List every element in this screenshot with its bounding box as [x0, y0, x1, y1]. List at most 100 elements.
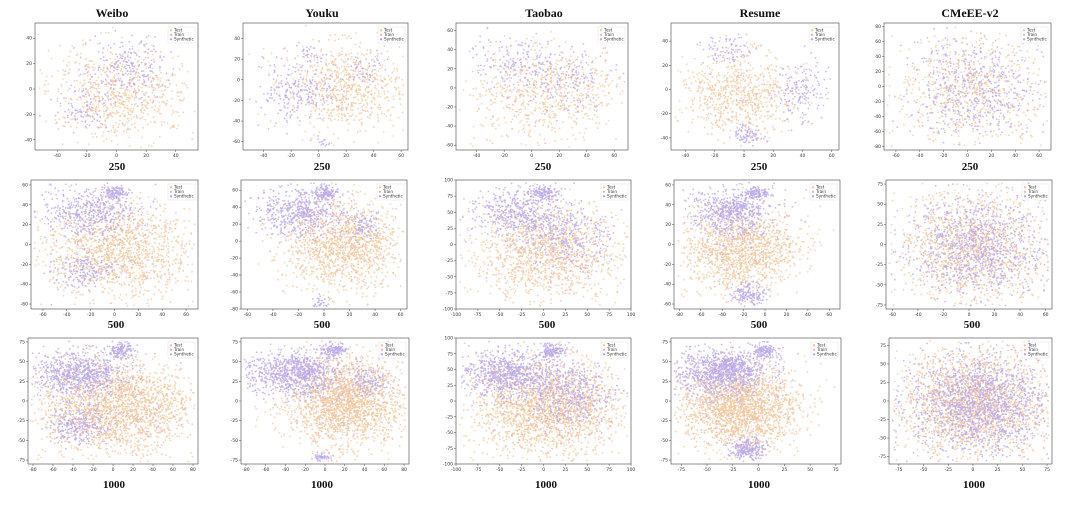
synthetic-point	[127, 64, 129, 67]
synthetic-point	[85, 68, 88, 70]
synthetic-point	[144, 84, 147, 87]
synthetic-point	[730, 48, 733, 51]
test-point	[610, 98, 613, 100]
test-point	[115, 94, 117, 97]
test-point	[374, 78, 376, 80]
synthetic-point	[294, 70, 297, 73]
test-point	[731, 102, 734, 105]
test-point	[542, 124, 544, 127]
test-point	[586, 114, 589, 117]
test-point	[899, 94, 902, 96]
synthetic-point	[505, 70, 507, 73]
test-point	[1011, 131, 1014, 134]
test-point	[92, 136, 94, 139]
test-point	[755, 119, 757, 121]
train-point	[163, 89, 166, 92]
test-point	[957, 135, 960, 138]
test-point	[1018, 45, 1021, 48]
test-point	[399, 98, 401, 101]
test-point	[739, 61, 742, 64]
test-point	[97, 85, 100, 88]
test-point	[1013, 48, 1015, 51]
test-point	[746, 46, 749, 49]
synthetic-point	[575, 66, 578, 69]
train-point	[741, 101, 744, 104]
test-point	[58, 118, 61, 120]
test-point	[554, 130, 557, 133]
test-point	[732, 79, 735, 82]
synthetic-point	[794, 83, 797, 86]
train-point	[688, 87, 690, 89]
y-tick-label: -40	[661, 135, 668, 141]
test-point	[308, 78, 311, 81]
test-point	[340, 102, 342, 104]
test-point	[1003, 118, 1005, 120]
test-point	[765, 55, 767, 57]
test-point	[93, 113, 96, 115]
synthetic-point	[270, 92, 273, 95]
y-tick-label: 0	[237, 77, 240, 83]
test-point	[958, 53, 960, 56]
train-point	[313, 97, 316, 100]
test-point	[118, 91, 120, 94]
train-point	[343, 65, 346, 68]
test-point	[1035, 114, 1037, 117]
test-point	[320, 87, 323, 90]
synthetic-point	[520, 44, 523, 47]
test-point	[730, 121, 733, 124]
test-point	[570, 117, 573, 119]
test-point	[111, 111, 114, 114]
synthetic-point	[136, 68, 139, 71]
test-point	[73, 86, 76, 89]
test-point	[888, 73, 890, 76]
test-point	[706, 87, 709, 90]
train-point	[556, 80, 559, 83]
test-point	[145, 92, 148, 95]
test-point	[161, 89, 163, 92]
test-point	[1008, 75, 1011, 77]
synthetic-point	[262, 57, 265, 59]
test-point	[755, 79, 758, 81]
test-point	[64, 117, 66, 119]
synthetic-point	[130, 85, 133, 88]
test-point	[604, 94, 607, 97]
test-point	[723, 121, 726, 124]
train-point	[527, 86, 530, 89]
test-point	[986, 103, 989, 105]
test-point	[539, 102, 542, 105]
test-point	[352, 105, 354, 108]
test-point	[946, 46, 949, 49]
x-tick-label: -20	[500, 153, 507, 159]
synthetic-point	[101, 52, 104, 54]
train-point	[519, 121, 521, 124]
test-point	[566, 138, 569, 141]
synthetic-point	[131, 34, 133, 37]
synthetic-point	[787, 77, 789, 80]
test-point	[689, 89, 692, 92]
scatter-points	[37, 26, 196, 149]
synthetic-point	[125, 67, 127, 70]
y-tick-label: -80	[874, 144, 881, 150]
test-point	[65, 81, 68, 84]
test-point	[1005, 95, 1008, 98]
test-point	[356, 52, 359, 55]
test-point	[600, 101, 603, 104]
test-point	[127, 94, 130, 97]
test-point	[526, 103, 529, 105]
test-point	[339, 54, 341, 56]
synthetic-point	[306, 98, 309, 101]
synthetic-point	[534, 96, 537, 98]
test-point	[328, 114, 330, 117]
test-point	[605, 123, 608, 125]
test-point	[122, 92, 125, 95]
test-point	[340, 65, 343, 68]
test-point	[519, 96, 521, 98]
synthetic-point	[266, 99, 269, 102]
test-point	[119, 77, 122, 80]
synthetic-point	[581, 53, 584, 56]
test-point	[301, 69, 303, 72]
synthetic-point	[105, 83, 108, 86]
test-point	[153, 108, 156, 111]
synthetic-point	[492, 53, 495, 56]
synthetic-point	[312, 93, 314, 95]
